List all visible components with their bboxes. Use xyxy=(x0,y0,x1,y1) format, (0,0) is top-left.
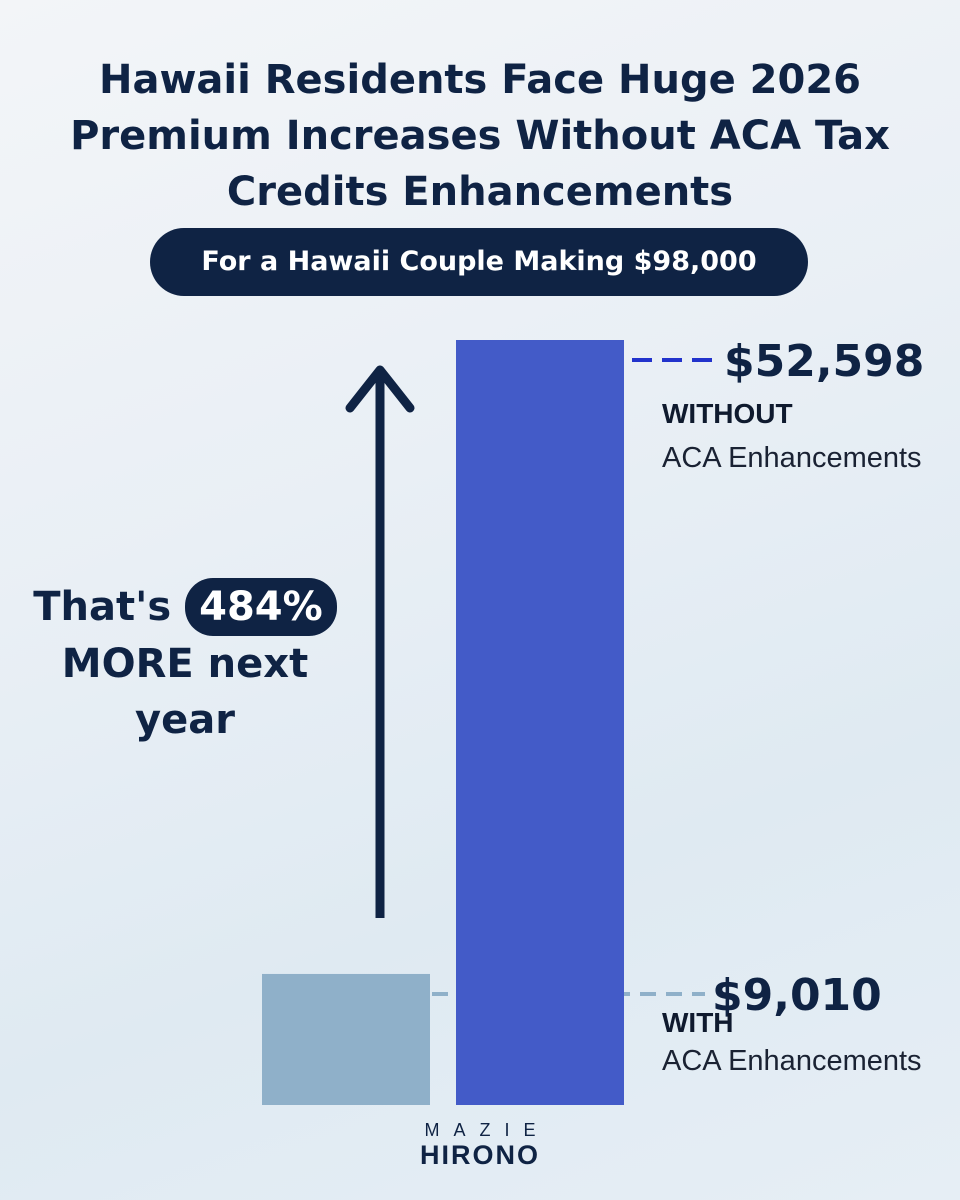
bar-with xyxy=(262,973,430,1105)
logo-last-name: HIRONO xyxy=(420,1140,540,1170)
series-label-without-head: WITHOUT xyxy=(662,398,793,429)
callout-percent-badge: 484% xyxy=(185,578,337,636)
bar-without xyxy=(456,340,624,1105)
series-label-with-sub: ACA Enhancements xyxy=(662,1045,922,1077)
logo-first-name: MAZIE xyxy=(424,1120,550,1140)
chart-title: Hawaii Residents Face Huge 2026 Premium … xyxy=(70,57,890,215)
callout-suffix: MORE next year xyxy=(61,641,309,743)
increase-callout: That's 484% MORE next year xyxy=(20,578,350,748)
chart-subtitle: For a Hawaii Couple Making $98,000 xyxy=(150,228,808,296)
increase-arrow-icon xyxy=(345,365,415,413)
callout-prefix: That's xyxy=(33,584,172,630)
value-label-without: $52,598 xyxy=(724,336,924,387)
series-label-without-sub: ACA Enhancements xyxy=(662,442,922,474)
series-label-with-head: WITH xyxy=(662,1007,734,1038)
value-label-with: $9,010 xyxy=(712,970,882,1021)
